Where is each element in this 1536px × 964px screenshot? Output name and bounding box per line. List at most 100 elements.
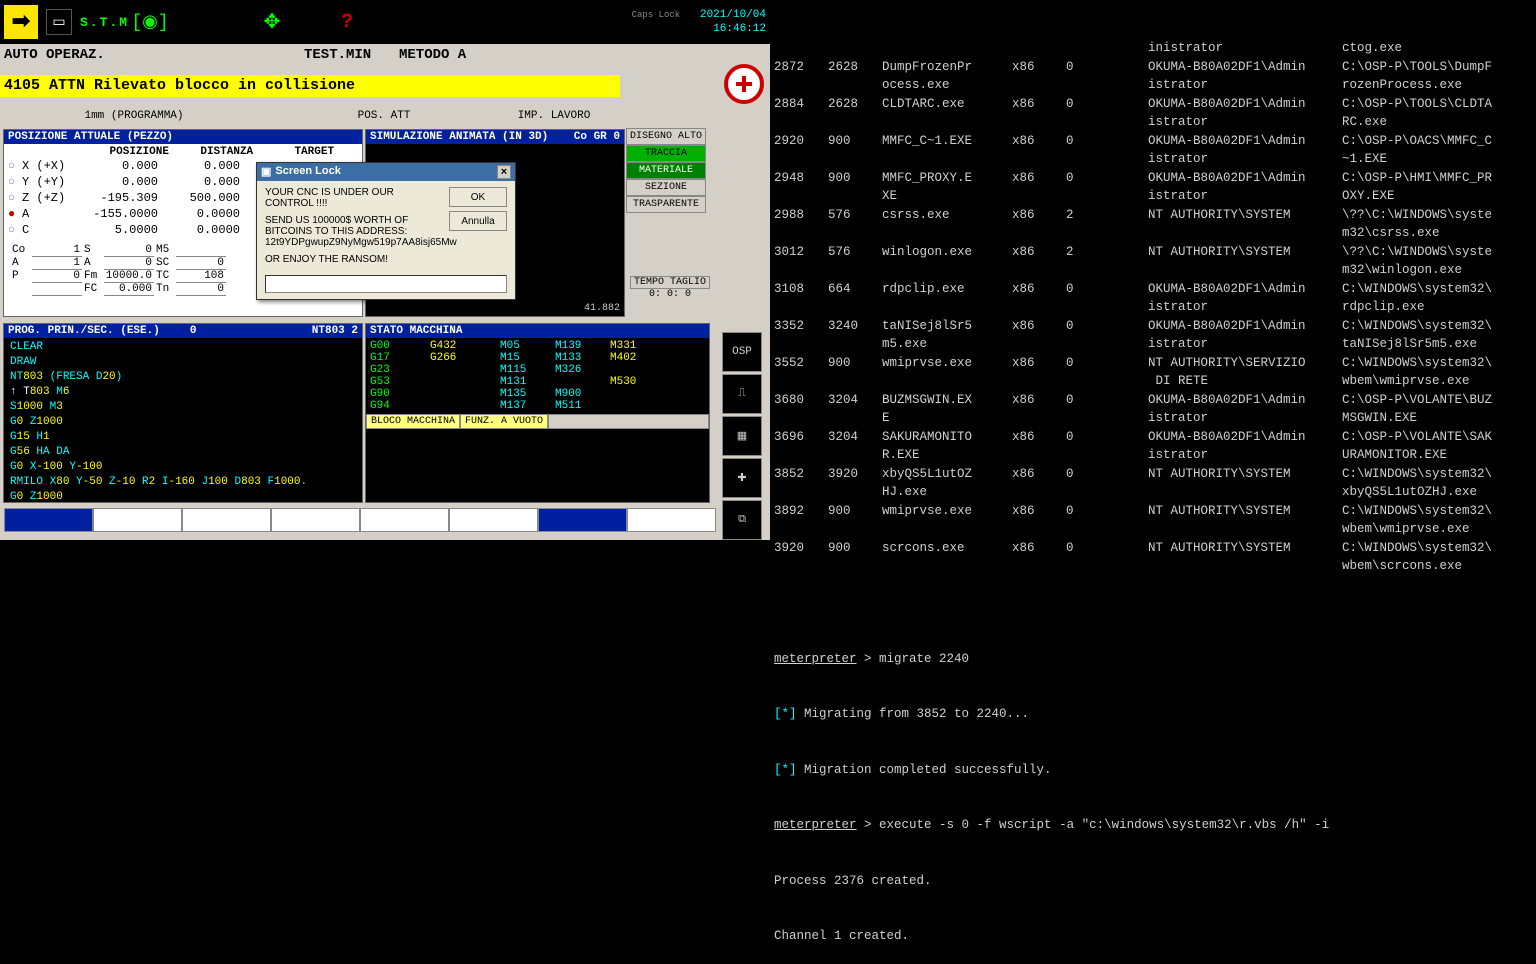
stop-button[interactable] <box>724 64 764 104</box>
ransom-input[interactable] <box>265 275 507 293</box>
alarm-text: 4105 ATTN Rilevato blocco in collisione <box>0 75 620 97</box>
modal-titlebar[interactable]: ▣ Screen Lock × <box>257 163 515 181</box>
prog-line: G0 Z1000 <box>10 415 356 430</box>
side-icon-3[interactable]: ✚ <box>722 458 762 498</box>
pos-title: POSIZIONE ATTUALE (PEZZO) <box>8 131 173 143</box>
sidebtn-3[interactable]: SEZIONE <box>626 179 706 196</box>
softkey-2[interactable] <box>93 508 182 532</box>
proc-row-cont: istrator~1.EXE <box>774 150 1532 169</box>
subhdr-pos: POS. ATT <box>264 110 504 122</box>
arrow-icon[interactable]: ➡ <box>4 5 38 39</box>
softkey-row <box>4 508 716 532</box>
mig-1: Migrating from 3852 to 2240... <box>797 707 1030 721</box>
alarm-row: 4105 ATTN Rilevato blocco in collisione <box>0 66 770 106</box>
proc-row: 3108664rdpclip.exex860OKUMA-B80A02DF1\Ad… <box>774 280 1532 299</box>
sidebtn-1[interactable]: TRACCIA <box>626 145 706 162</box>
softkey-5[interactable] <box>360 508 449 532</box>
sidebtn-4[interactable]: TRASPARENTE <box>626 196 706 213</box>
modal-line2: SEND US 100000$ WORTH OF BITCOINS TO THI… <box>265 215 408 237</box>
sub-header: 1mm (PROGRAMMA) POS. ATT IMP. LAVORO <box>0 106 770 126</box>
proc-row: 28842628CLDTARC.exex860OKUMA-B80A02DF1\A… <box>774 95 1532 114</box>
prog-line: G0 X-100 Y-100 <box>10 460 356 475</box>
proc-row-cont: DI RETEwbem\wmiprvse.exe <box>774 372 1532 391</box>
prog-line: DRAW <box>10 355 356 370</box>
mach-title: STATO MACCHINA <box>370 325 462 337</box>
proc-row: 36963204SAKURAMONITOx860OKUMA-B80A02DF1\… <box>774 428 1532 447</box>
side-icon-2[interactable]: ▦ <box>722 416 762 456</box>
cmd-2: > execute -s 0 -f wscript -a "c:\windows… <box>864 818 1329 832</box>
sidebtn-0[interactable]: DISEGNO ALTO <box>626 128 706 145</box>
mach-col-3: M139M133M326 M900M511 <box>555 340 610 412</box>
proc-row-cont: m5.exeistratortaNISej8lSr5m5.exe <box>774 335 1532 354</box>
proc-row-cont: EistratorMSGWIN.EXE <box>774 409 1532 428</box>
side-icon-1[interactable]: ⎍ <box>722 374 762 414</box>
date-label: 2021/10/04 <box>700 9 766 21</box>
proc-row: 33523240taNISej8lSr5x860OKUMA-B80A02DF1\… <box>774 317 1532 336</box>
top-iconbar: ➡ ▭ S.T.M [◉] ✥ ? Caps Lock 2021/10/04 1… <box>0 0 770 44</box>
sim-scale: 41.882 <box>584 303 620 314</box>
proc-row: 3012576winlogon.exex862NT AUTHORITY\SYST… <box>774 243 1532 262</box>
proc-row: 2948900MMFC_PROXY.Ex860OKUMA-B80A02DF1\A… <box>774 169 1532 188</box>
prog-line: ↑ T803 M6 <box>10 385 356 400</box>
mach-col-0: G00G17G23G53G90G94 <box>370 340 430 412</box>
btn-funz[interactable]: FUNZ. A VUOTO <box>460 414 548 429</box>
softkey-3[interactable] <box>182 508 271 532</box>
softkey-6[interactable] <box>449 508 538 532</box>
proc-row-cont: XEistratorOXY.EXE <box>774 187 1532 206</box>
proc-row-cont: ocess.exeistratorrozenProcess.exe <box>774 76 1532 95</box>
side-icon-0[interactable]: OSP <box>722 332 762 372</box>
mode-file: TEST.MIN <box>304 47 399 63</box>
prog-line: G0 Z1000 <box>10 490 356 505</box>
softkey-1[interactable] <box>4 508 93 532</box>
mach-footer: BLOCO MACCHINA FUNZ. A VUOTO <box>366 414 709 429</box>
icon-1[interactable]: ▭ <box>46 9 72 35</box>
cancel-button[interactable]: Annulla <box>449 211 507 231</box>
btn-bloco[interactable]: BLOCO MACCHINA <box>366 414 460 429</box>
help-icon[interactable]: ? <box>341 11 353 34</box>
target-icon[interactable]: ✥ <box>259 9 285 35</box>
prog-line: G56 HA DA <box>10 445 356 460</box>
program-panel: PROG. PRIN./SEC. (ESE.) 0 NT803 2 CLEARD… <box>3 323 363 503</box>
mach-col-4: M331M402 M530 <box>610 340 665 412</box>
softkey-4[interactable] <box>271 508 360 532</box>
prog-line: S1000 M3 <box>10 400 356 415</box>
proc-row-cont: istratorRC.exe <box>774 113 1532 132</box>
proc-row: 2920900MMFC_C~1.EXEx860OKUMA-B80A02DF1\A… <box>774 132 1532 151</box>
tempo-label: TEMPO TAGLIO <box>630 276 710 289</box>
close-icon[interactable]: × <box>497 165 511 179</box>
out-1: Process 2376 created. <box>774 872 1532 891</box>
col-dist: DISTANZA <box>183 146 271 158</box>
proc-row-cont: m32\winlogon.exe <box>774 261 1532 280</box>
cnc-hmi-pane: ➡ ▭ S.T.M [◉] ✥ ? Caps Lock 2021/10/04 1… <box>0 0 770 540</box>
proc-row-cont: HJ.exexbyQS5L1utOZHJ.exe <box>774 483 1532 502</box>
sidebtn-2[interactable]: MATERIALE <box>626 162 706 179</box>
proc-row: 3892900wmiprvse.exex860NT AUTHORITY\SYST… <box>774 502 1532 521</box>
terminal-pane[interactable]: inistratorctog.exe28722628DumpFrozenPrx8… <box>770 0 1536 671</box>
proc-row: 3552900wmiprvse.exex860NT AUTHORITY\SERV… <box>774 354 1532 373</box>
pos-columns: POSIZIONE DISTANZA TARGET <box>8 146 358 158</box>
side-icon-4[interactable]: ⧉ <box>722 500 762 540</box>
subhdr-work: IMP. LAVORO <box>504 110 604 122</box>
prog-line: G15 H1 <box>10 430 356 445</box>
col-pos: POSIZIONE <box>96 146 184 158</box>
prog-left: 0 <box>190 325 197 337</box>
proc-row-cont: m32\csrss.exe <box>774 224 1532 243</box>
prog-line: CLEAR <box>10 340 356 355</box>
ok-button[interactable]: OK <box>449 187 507 207</box>
proc-row: 28722628DumpFrozenPrx860OKUMA-B80A02DF1\… <box>774 58 1532 77</box>
out-2: Channel 1 created. <box>774 927 1532 946</box>
misc-row: Co1S0M5 <box>12 244 226 257</box>
softkey-8[interactable] <box>627 508 716 532</box>
camera-icon[interactable]: [◉] <box>137 9 163 35</box>
prog-title: PROG. PRIN./SEC. (ESE.) <box>8 325 160 337</box>
cmd-1: > migrate 2240 <box>864 652 969 666</box>
ransom-modal: ▣ Screen Lock × OK Annulla YOUR CNC IS U… <box>256 162 516 300</box>
sim-title: SIMULAZIONE ANIMATA (IN 3D) <box>370 131 548 143</box>
proc-row-cont: wbem\wmiprvse.exe <box>774 520 1532 539</box>
mode-title: AUTO OPERAZ. <box>4 47 304 63</box>
modal-addr: 12t9YDPgwupZ9NyMgw519p7AA8isj65Mw <box>265 237 457 248</box>
star-1: [*] <box>774 707 797 721</box>
proc-row-cont: wbem\scrcons.exe <box>774 557 1532 576</box>
sim-right: Co GR 0 <box>574 131 620 143</box>
softkey-7[interactable] <box>538 508 627 532</box>
